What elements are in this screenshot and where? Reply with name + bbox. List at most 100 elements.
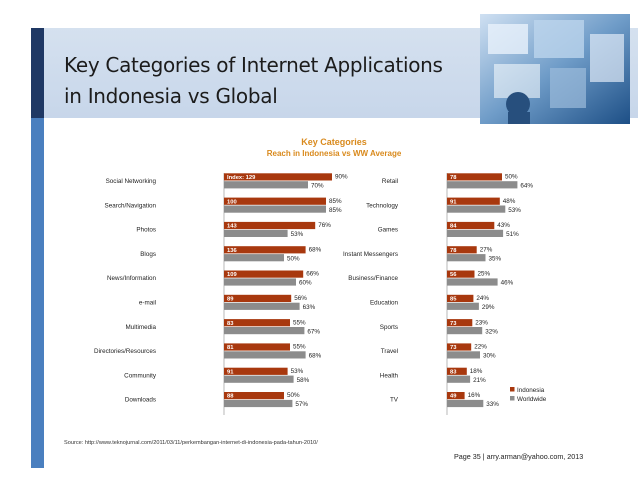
index-label: 91 <box>450 199 457 205</box>
category-label: TV <box>390 397 399 404</box>
bar-worldwide <box>447 399 484 408</box>
index-label: 143 <box>227 224 237 230</box>
bar-chart: Key Categories Reach in Indonesia vs WW A… <box>94 137 547 415</box>
data-label-indonesia: 76% <box>318 222 331 229</box>
bar-indonesia <box>224 294 292 302</box>
bar-indonesia <box>447 294 474 302</box>
legend-swatch-indonesia <box>510 387 515 392</box>
bar-worldwide <box>447 327 483 335</box>
bar-worldwide <box>224 181 308 189</box>
accent-bar-light <box>31 118 44 468</box>
data-label-indonesia: 56% <box>294 295 307 302</box>
bar-indonesia <box>224 343 290 351</box>
data-label-indonesia: 68% <box>309 246 322 253</box>
data-label-indonesia: 50% <box>505 174 518 181</box>
index-label: 109 <box>227 272 237 278</box>
data-label-indonesia: 55% <box>293 344 306 351</box>
index-label: 100 <box>227 199 237 205</box>
index-label: 83 <box>227 321 234 327</box>
bar-indonesia <box>447 246 477 254</box>
category-label: Directories/Resources <box>94 348 156 355</box>
slide-title-line1: Key Categories of Internet Applications <box>64 53 443 77</box>
bar-indonesia <box>447 270 475 278</box>
index-label: 85 <box>450 297 457 303</box>
index-label: 78 <box>450 248 457 254</box>
data-label-indonesia: 16% <box>468 392 481 399</box>
bar-worldwide <box>224 278 296 286</box>
decorative-photo <box>480 14 630 124</box>
data-label-worldwide: 60% <box>299 280 312 287</box>
category-label: Business/Finance <box>348 275 398 282</box>
chart-container: Key Categories Reach in Indonesia vs WW A… <box>44 130 624 430</box>
slide-title-line2: in Indonesia vs Global <box>64 84 278 108</box>
index-label: 91 <box>227 369 234 375</box>
data-label-worldwide: 51% <box>506 231 519 238</box>
index-label: 88 <box>227 394 234 400</box>
data-label-worldwide: 57% <box>295 401 308 408</box>
data-label-worldwide: 32% <box>485 328 498 335</box>
chart-subtitle: Reach in Indonesia vs WW Average <box>267 149 402 158</box>
chart-title: Key Categories <box>301 137 367 147</box>
data-label-worldwide: 58% <box>297 377 310 384</box>
bar-worldwide <box>447 205 506 213</box>
bar-worldwide <box>224 375 294 383</box>
index-label: 89 <box>227 297 234 303</box>
data-label-indonesia: 66% <box>306 271 319 278</box>
bar-worldwide <box>447 229 504 237</box>
category-label: Sports <box>380 324 398 331</box>
page-footer: Page 35 | arry.arman@yahoo.com, 2013 <box>454 452 584 461</box>
data-label-worldwide: 67% <box>307 328 320 335</box>
source-note: Source: http://www.teknojurnal.com/2011/… <box>64 440 318 446</box>
data-label-worldwide: 85% <box>329 207 342 214</box>
data-label-worldwide: 46% <box>501 280 514 287</box>
legend-label-indonesia: Indonesia <box>517 387 545 394</box>
data-label-worldwide: 50% <box>287 255 300 262</box>
accent-bar-dark <box>31 28 44 118</box>
bar-worldwide <box>224 327 305 335</box>
data-label-indonesia: 50% <box>287 392 300 399</box>
category-label: Technology <box>366 202 399 209</box>
data-label-indonesia: 90% <box>335 174 348 181</box>
data-label-worldwide: 35% <box>489 255 502 262</box>
data-label-indonesia: 24% <box>476 295 489 302</box>
bar-worldwide <box>224 229 288 237</box>
data-label-worldwide: 70% <box>311 183 324 190</box>
bar-indonesia <box>447 173 502 181</box>
index-label: 136 <box>227 248 237 254</box>
data-label-worldwide: 29% <box>482 304 495 311</box>
category-label: Health <box>380 372 399 379</box>
data-label-indonesia: 27% <box>480 246 493 253</box>
category-label: Community <box>124 372 157 379</box>
bar-indonesia <box>447 392 465 400</box>
bar-indonesia <box>447 197 500 205</box>
index-label: 56 <box>450 272 457 278</box>
bar-worldwide <box>447 302 479 310</box>
bar-worldwide <box>224 399 293 408</box>
data-label-indonesia: 25% <box>478 271 491 278</box>
index-label: 73 <box>450 321 457 327</box>
bar-worldwide <box>224 302 300 310</box>
bar-indonesia <box>224 173 332 181</box>
data-label-worldwide: 68% <box>309 353 322 360</box>
bar-worldwide <box>224 351 306 359</box>
data-label-indonesia: 48% <box>503 198 516 205</box>
legend-label-worldwide: Worldwide <box>517 396 547 403</box>
index-label: 83 <box>450 369 457 375</box>
legend-swatch-worldwide <box>510 396 515 401</box>
data-label-indonesia: 23% <box>475 319 488 326</box>
bar-indonesia <box>447 367 467 375</box>
data-label-worldwide: 63% <box>303 304 316 311</box>
data-label-worldwide: 53% <box>508 207 521 214</box>
category-label: Instant Messengers <box>343 251 398 258</box>
category-label: Blogs <box>140 251 156 258</box>
data-label-indonesia: 53% <box>291 368 304 375</box>
bar-indonesia <box>224 246 306 254</box>
data-label-worldwide: 33% <box>486 401 499 408</box>
data-label-indonesia: 18% <box>470 368 483 375</box>
category-label: Photos <box>136 227 156 234</box>
category-label: Downloads <box>125 397 156 404</box>
category-label: Search/Navigation <box>105 202 157 209</box>
category-label: Multimedia <box>126 324 157 331</box>
bar-worldwide <box>447 181 518 189</box>
data-label-worldwide: 21% <box>473 377 486 384</box>
